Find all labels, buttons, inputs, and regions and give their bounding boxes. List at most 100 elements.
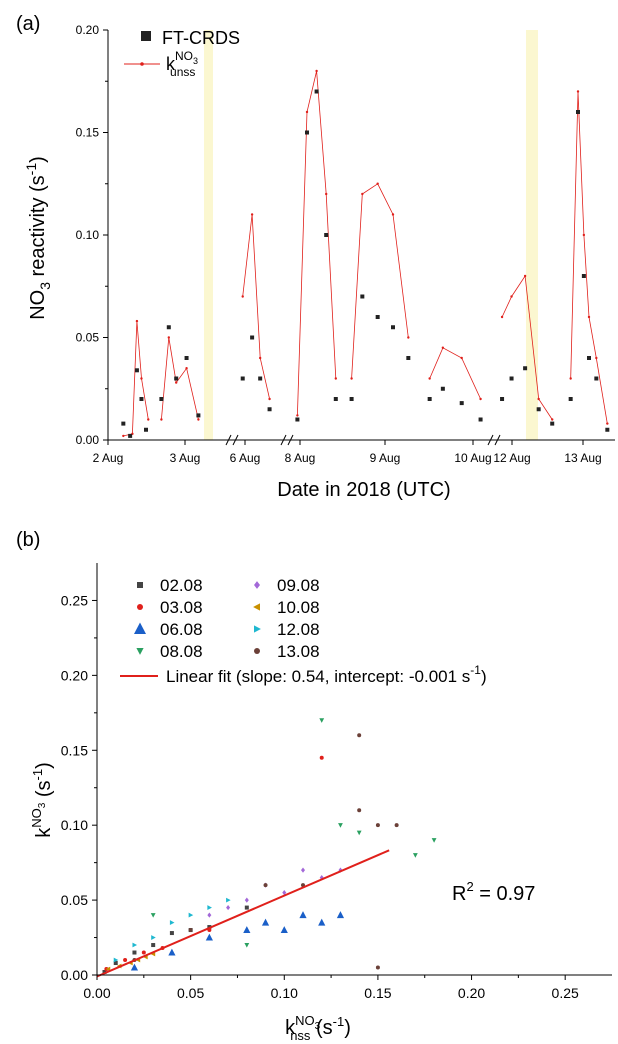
a-x-tick-label: 2 Aug <box>93 451 124 465</box>
a-obs-point <box>166 325 171 330</box>
b-point <box>299 911 307 919</box>
a-obs-point <box>314 89 319 94</box>
b-point <box>169 920 175 925</box>
b-axes: 0.00 0.05 0.10 0.15 0.20 0.25 0.00 0.05 0.10 0.15… <box>61 563 612 1001</box>
a-obs-point <box>267 407 272 412</box>
b-point <box>188 928 193 933</box>
b-point <box>375 965 380 970</box>
b-legend-label: 09.08 <box>277 576 320 595</box>
b-point <box>205 933 213 941</box>
a-obs-point <box>139 397 144 401</box>
a-obs-point <box>440 386 445 391</box>
a-obs-point <box>333 397 338 401</box>
a-obs-series <box>121 89 610 438</box>
b-point <box>113 957 119 963</box>
b-point <box>319 875 324 881</box>
a-model-point <box>147 418 150 421</box>
a-obs-point <box>594 376 599 381</box>
a-model-point <box>250 213 254 216</box>
b-scatter-points <box>102 718 437 975</box>
panel-b-label: (b) <box>16 529 40 551</box>
a-obs-point <box>174 376 179 381</box>
a-x-tick-label: 12 Aug <box>493 451 530 465</box>
a-model-point <box>500 315 504 319</box>
a-obs-point <box>144 427 148 432</box>
b-point <box>207 912 212 918</box>
a-obs-point <box>576 110 580 114</box>
a-y-tick-label: 0.10 <box>76 228 100 242</box>
a-obs-point <box>406 356 411 360</box>
a-model-point <box>391 213 395 216</box>
b-point <box>280 926 288 934</box>
a-legend: FT-CRDS kNO3 unss <box>124 28 240 79</box>
b-point <box>130 963 139 971</box>
a-obs-point <box>478 417 483 422</box>
a-model-point <box>350 377 353 380</box>
a-obs-point <box>128 433 133 438</box>
b-point <box>102 970 107 975</box>
b-legend-marker <box>137 582 143 588</box>
b-point <box>431 838 437 843</box>
b-legend: 02.08 03.08 06.08 08.08 09.08 10.08 12.08 13.08 <box>134 576 320 661</box>
b-point <box>123 958 128 963</box>
a-y-tick-label: 0.15 <box>76 126 100 140</box>
b-point <box>244 897 249 903</box>
b-point <box>244 943 250 948</box>
a-model-point <box>305 110 309 114</box>
b-x-tick-label: 0.25 <box>552 985 579 1001</box>
a-obs-point <box>536 407 541 412</box>
b-point <box>244 905 249 910</box>
a-obs-point <box>360 294 365 299</box>
a-model-line <box>242 214 270 400</box>
a-model-point <box>325 192 328 196</box>
a-model-point <box>135 319 139 323</box>
b-legend-marker <box>254 648 260 654</box>
a-obs-point <box>349 397 354 401</box>
a-model-line <box>161 337 199 420</box>
a-model-point <box>587 315 591 319</box>
a-x-tick-label: 9 Aug <box>370 451 401 465</box>
a-obs-point <box>459 401 464 406</box>
a-x-tick-label: 8 Aug <box>285 451 316 465</box>
b-point <box>169 931 174 936</box>
b-point <box>412 853 418 858</box>
b-point <box>243 926 251 934</box>
a-model-point <box>595 356 598 360</box>
b-legend-marker <box>136 648 144 655</box>
b-legend-label: 08.08 <box>160 642 203 661</box>
b-r-squared-annotation: R2 = 0.97 <box>452 879 535 905</box>
a-break-mark <box>225 434 232 446</box>
b-point <box>151 935 156 940</box>
a-obs-point <box>324 233 329 237</box>
b-point <box>226 904 231 911</box>
b-legend-label: 10.08 <box>277 598 320 617</box>
b-point <box>226 897 231 903</box>
a-model-point <box>551 418 554 421</box>
b-y-axis-label: kNO3 (s-1) <box>29 762 55 838</box>
b-x-tick-label: 0.10 <box>271 985 298 1001</box>
a-obs-point <box>196 413 201 418</box>
a-obs-point <box>391 325 395 330</box>
a-x-tick-label: 10 Aug <box>454 451 491 465</box>
a-shading <box>204 30 538 440</box>
a-model-point <box>296 414 299 417</box>
b-point <box>132 942 138 948</box>
panel-a: (a) 0.00 0.05 0.10 0.15 0.20 2 Aug 3 Aug 6 Aug 8… <box>16 13 615 501</box>
a-model-point <box>523 274 527 278</box>
b-point <box>141 950 146 955</box>
a-obs-point <box>159 397 164 401</box>
b-point <box>319 755 324 760</box>
a-model-point <box>167 336 170 339</box>
a-obs-point <box>509 376 514 381</box>
a-x-tick-label: 6 Aug <box>230 451 261 465</box>
a-model-point <box>268 397 271 401</box>
b-point <box>336 911 345 919</box>
b-legend-label: 12.08 <box>277 620 320 639</box>
panel-a-label: (a) <box>16 13 40 35</box>
a-obs-point <box>581 274 586 278</box>
a-obs-point <box>250 335 255 340</box>
b-x-tick-label: 0.05 <box>177 985 204 1001</box>
a-legend-model-marker <box>140 62 144 66</box>
a-legend-obs-label: FT-CRDS <box>162 28 240 48</box>
a-model-point <box>576 90 580 93</box>
